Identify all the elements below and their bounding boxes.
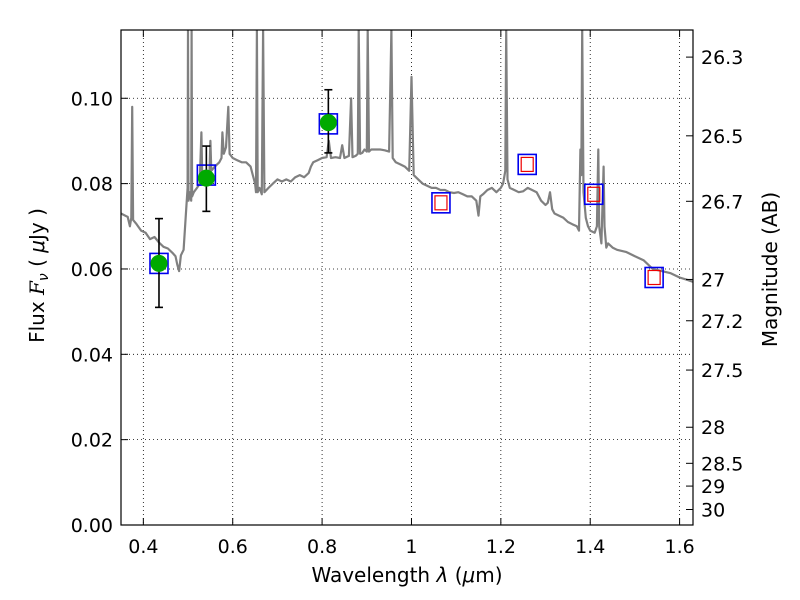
grid	[121, 30, 693, 526]
y-tick-label: 0.04	[71, 344, 113, 366]
detection-point	[150, 254, 168, 272]
plot-frame	[120, 29, 694, 526]
x-tick-label: 1.2	[486, 536, 516, 558]
mag-tick-label: 26.5	[701, 126, 743, 148]
y-axis-title: Flux Fν ( μJy )	[25, 208, 52, 343]
model-box-inner	[434, 195, 448, 211]
sed-model-line	[121, 30, 693, 283]
mag-tick-label: 26.7	[701, 191, 743, 213]
model-box-inner	[647, 269, 661, 286]
x-axis-title: Wavelength λ (μm)	[311, 563, 502, 587]
magnitude-axis-title: Magnitude (AB)	[758, 192, 782, 347]
detection-point	[197, 169, 215, 187]
mag-tick-label: 28	[701, 417, 725, 439]
x-tick-label: 1	[405, 536, 417, 558]
model-box	[583, 183, 604, 206]
detection-point	[319, 114, 337, 132]
mag-tick-label: 29	[701, 476, 725, 498]
x-tick-label: 0.6	[218, 536, 248, 558]
model-box	[644, 266, 664, 289]
mag-tick-label: 28.5	[701, 453, 743, 475]
photometry-markers	[149, 88, 664, 309]
x-tick-label: 1.6	[664, 536, 694, 558]
mag-tick-label: 30	[701, 500, 725, 522]
model-box-inner	[520, 156, 534, 173]
axis-ticks: 0.4 0.6 0.8 1 1.2 1.4 1.6 0.00 0.02 0.04 0.06 0.08 0…	[71, 30, 743, 558]
x-tick-label: 1.4	[575, 536, 605, 558]
y-tick-label: 0.06	[71, 259, 113, 281]
y-tick-label: 0.10	[71, 88, 113, 110]
model-box	[517, 153, 538, 176]
model-box-inner	[587, 186, 601, 202]
mag-tick-label: 27.5	[701, 360, 743, 382]
mag-tick-label: 27	[701, 269, 725, 291]
x-tick-label: 0.4	[128, 536, 158, 558]
y-tick-label: 0.08	[71, 174, 113, 196]
mag-tick-label: 26.3	[701, 47, 743, 69]
y-tick-label: 0.02	[71, 430, 113, 452]
y-tick-label: 0.00	[71, 515, 113, 537]
x-tick-label: 0.8	[307, 536, 337, 558]
mag-tick-label: 27.2	[701, 311, 743, 333]
model-box	[431, 192, 451, 214]
sed-model-curve	[121, 30, 693, 283]
